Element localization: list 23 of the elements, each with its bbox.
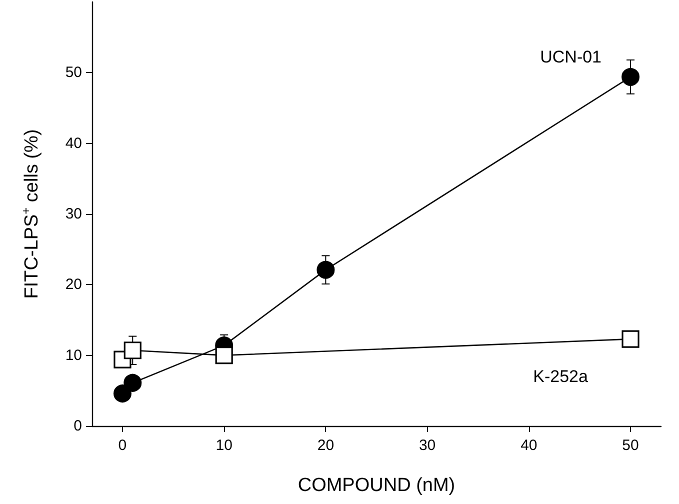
y-tick-label: 40: [65, 134, 82, 152]
x-tick-label: 50: [622, 437, 639, 454]
y-tick-label: 10: [65, 346, 82, 364]
y-axis-title: FITC-LPS+ cells (%): [19, 129, 42, 299]
y-tick-label: 0: [74, 418, 82, 434]
point: [215, 346, 233, 364]
point: [124, 342, 142, 360]
point: [622, 330, 640, 348]
x-tick-label: 0: [118, 437, 127, 454]
x-tick-label: 10: [216, 437, 232, 454]
y-tick-label: 20: [65, 276, 82, 294]
x-tick-label: 30: [418, 437, 436, 454]
x-tick-label: 20: [317, 437, 334, 454]
point: [622, 68, 640, 86]
y-tick-label: 50: [65, 64, 82, 82]
point: [316, 260, 335, 279]
x-tick-label: 40: [520, 437, 538, 454]
series-label: K-252a: [533, 366, 588, 386]
series-label: UCN-01: [540, 47, 602, 66]
point: [124, 374, 142, 392]
point: [114, 384, 132, 402]
y-tick-label: 30: [65, 206, 82, 222]
x-axis-title: COMPOUND (nM): [298, 475, 456, 496]
